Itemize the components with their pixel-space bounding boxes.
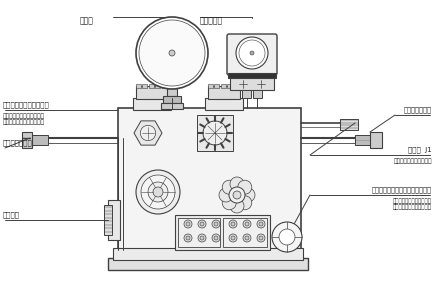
Circle shape [230, 177, 244, 191]
Polygon shape [134, 121, 162, 145]
Circle shape [198, 220, 206, 228]
Circle shape [229, 187, 245, 203]
Text: 逆时针调节溢流阀压力降低: 逆时针调节溢流阀压力降低 [393, 204, 432, 210]
Circle shape [186, 236, 190, 240]
Circle shape [141, 175, 175, 209]
Bar [208, 86, 240, 99]
Bar [227, 84, 232, 88]
Circle shape [139, 20, 205, 86]
Circle shape [230, 199, 244, 213]
Circle shape [236, 37, 268, 69]
Bar [143, 84, 147, 88]
Circle shape [136, 170, 180, 214]
Circle shape [186, 222, 190, 226]
Circle shape [238, 196, 252, 210]
Circle shape [148, 182, 168, 202]
Circle shape [214, 236, 218, 240]
Text: 接液压囊有杆腔: 接液压囊有杆腔 [404, 106, 432, 113]
Circle shape [229, 220, 237, 228]
Bar [161, 84, 167, 88]
Bar [167, 88, 177, 96]
Circle shape [233, 191, 241, 199]
Text: 逆时针调节节流阀速度变快: 逆时针调节节流阀速度变快 [3, 119, 45, 125]
Bar [370, 132, 382, 148]
Circle shape [243, 220, 251, 228]
Bar [355, 135, 375, 145]
Circle shape [272, 222, 302, 252]
Circle shape [245, 236, 249, 240]
Circle shape [203, 121, 227, 145]
Circle shape [259, 236, 263, 240]
Text: 用于卸压及测定充氮压力: 用于卸压及测定充氮压力 [393, 158, 432, 164]
Bar [136, 84, 141, 88]
Bar [223, 218, 267, 247]
Circle shape [153, 187, 163, 197]
Circle shape [214, 222, 218, 226]
Circle shape [241, 188, 255, 202]
Bar [221, 84, 226, 88]
Bar [108, 258, 308, 270]
Bar [228, 73, 276, 78]
Bar [340, 119, 358, 130]
Circle shape [229, 234, 237, 242]
Circle shape [239, 40, 265, 66]
Bar [178, 218, 220, 247]
Circle shape [212, 234, 220, 242]
Bar [230, 78, 274, 90]
Bar [155, 84, 160, 88]
Circle shape [259, 222, 263, 226]
Circle shape [140, 125, 156, 141]
Circle shape [136, 17, 208, 89]
Bar [163, 96, 181, 103]
Circle shape [257, 220, 265, 228]
Text: 接液压囊无杆腔: 接液压囊无杆腔 [3, 139, 33, 146]
Bar [108, 200, 120, 240]
Bar [133, 98, 171, 110]
Circle shape [169, 50, 175, 56]
Circle shape [222, 196, 236, 210]
Circle shape [184, 234, 192, 242]
Circle shape [200, 236, 204, 240]
Circle shape [279, 229, 295, 245]
Circle shape [238, 180, 252, 194]
Circle shape [222, 180, 236, 194]
Bar [205, 98, 243, 110]
Text: 溢流阀（控制液压系统最高压力）: 溢流阀（控制液压系统最高压力） [372, 186, 432, 193]
Bar [253, 90, 262, 98]
Bar [197, 115, 233, 151]
FancyBboxPatch shape [227, 34, 277, 75]
Bar [161, 103, 183, 109]
Text: 压力表: 压力表 [80, 16, 94, 25]
Bar [22, 132, 32, 148]
Text: 手动油泵: 手动油泵 [3, 212, 20, 218]
Bar [208, 84, 213, 88]
Bar [175, 215, 270, 250]
Circle shape [212, 220, 220, 228]
Bar [118, 108, 301, 250]
Circle shape [250, 51, 254, 55]
Bar [113, 248, 303, 260]
Text: 压力控制器: 压力控制器 [200, 16, 223, 25]
Text: 节流阀（调节开阀速度）: 节流阀（调节开阀速度） [3, 101, 50, 108]
Bar [242, 90, 251, 98]
Circle shape [200, 222, 204, 226]
Bar [234, 84, 238, 88]
Circle shape [184, 220, 192, 228]
Circle shape [231, 236, 235, 240]
Circle shape [198, 234, 206, 242]
Circle shape [245, 222, 249, 226]
Text: 顺时针调节节流阀速度变慢: 顺时针调节节流阀速度变慢 [3, 113, 45, 119]
Bar [30, 135, 48, 145]
Text: 截止阀  J1: 截止阀 J1 [408, 146, 432, 153]
Bar [104, 205, 112, 235]
Circle shape [219, 188, 233, 202]
Bar [149, 84, 154, 88]
Circle shape [257, 234, 265, 242]
Bar [136, 86, 168, 99]
Bar [214, 84, 220, 88]
Text: 顺时针调节溢流阀压力升高: 顺时针调节溢流阀压力升高 [393, 198, 432, 203]
Circle shape [243, 234, 251, 242]
Circle shape [231, 222, 235, 226]
